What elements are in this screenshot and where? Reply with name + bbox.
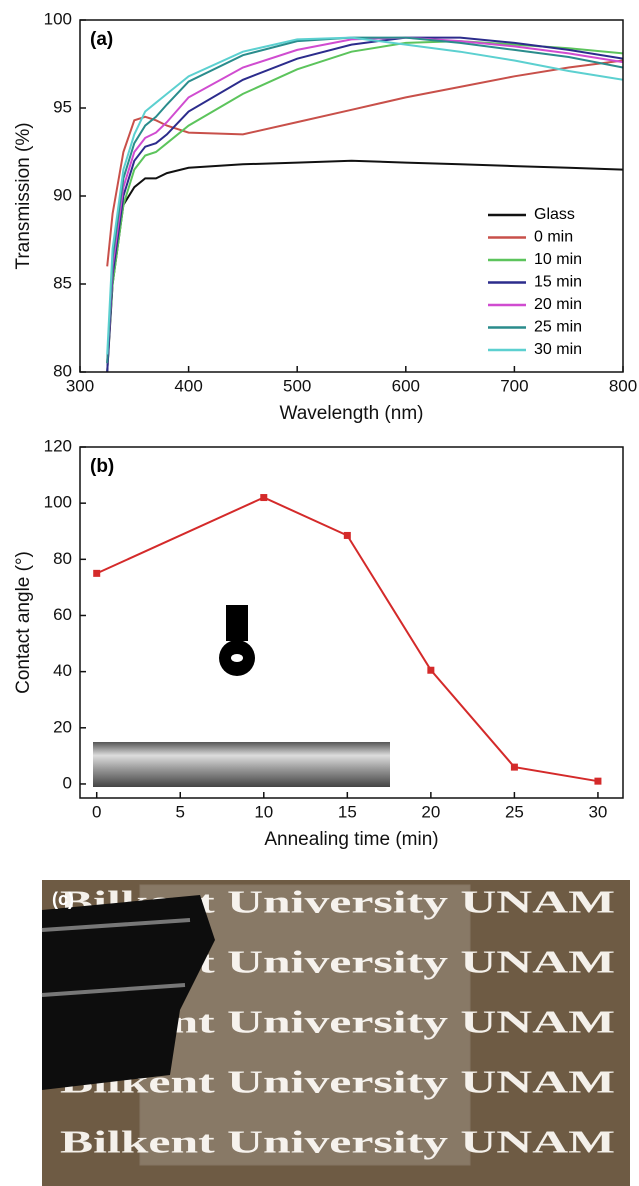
marker [260,494,268,502]
plot-frame [79,446,624,799]
x-tick-label: 15 [338,802,357,821]
x-axis-label: Wavelength (nm) [280,403,424,424]
marker [93,569,101,577]
y-tick-label: 100 [44,9,72,28]
x-tick-label: 0 [92,802,101,821]
y-tick-label: 100 [44,493,72,512]
legend-label: 0 min [534,229,573,246]
marker [510,763,518,771]
y-tick-label: 0 [63,773,72,792]
y-axis-label: Contact angle (°) [13,551,34,694]
legend-label: 20 min [534,296,582,313]
y-tick-label: 90 [53,185,72,204]
y-tick-label: 120 [44,436,72,455]
series-line [106,36,623,364]
x-tick-label: 10 [254,802,273,821]
panel-label: (c) [52,889,74,909]
y-axis-label: Transmission (%) [13,122,34,269]
plot-frame [79,19,624,373]
y-tick-label: 80 [53,549,72,568]
series-line [106,36,623,355]
inset-surface [93,742,390,787]
y-tick-label: 60 [53,605,72,624]
x-tick-label: 800 [609,376,637,395]
y-tick-label: 85 [53,273,72,292]
x-tick-label: 500 [283,376,311,395]
series-line [106,36,623,372]
series-line [106,36,623,364]
marker [427,666,435,674]
inset-needle [226,605,248,641]
marker [594,777,602,785]
marker [343,531,351,539]
x-tick-label: 700 [500,376,528,395]
photo-text: Bilkent University UNAM [60,1123,615,1159]
series-line [106,159,623,372]
x-tick-label: 300 [66,376,94,395]
y-tick-label: 40 [53,661,72,680]
clip [42,895,215,1090]
y-tick-label: 80 [53,361,72,380]
x-axis-label: Annealing time (min) [264,829,438,850]
legend-label: 30 min [534,341,582,358]
x-tick-label: 600 [392,376,420,395]
series-line [106,40,623,364]
legend-label: 15 min [534,274,582,291]
clip-wire [41,918,191,997]
x-tick-label: 400 [174,376,202,395]
plot-area [106,36,623,372]
series-line [96,496,599,783]
series-line [106,59,623,267]
plot-area [96,496,599,783]
panel-label: (a) [90,29,113,50]
y-tick-label: 95 [53,97,72,116]
x-tick-label: 25 [505,802,524,821]
legend-label: Glass [534,206,575,223]
legend-label: 10 min [534,251,582,268]
x-tick-label: 5 [176,802,185,821]
inset-droplet-highlight [231,654,243,662]
panel-label: (b) [90,456,114,477]
x-tick-label: 20 [421,802,440,821]
y-tick-label: 20 [53,717,72,736]
x-tick-label: 30 [588,802,607,821]
legend-label: 25 min [534,319,582,336]
